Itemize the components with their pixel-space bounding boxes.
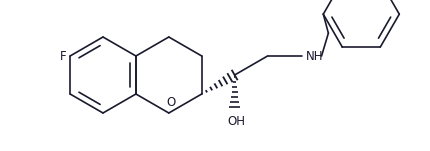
Text: NH: NH [306,50,323,63]
Text: F: F [59,50,66,63]
Text: O: O [166,96,175,109]
Text: OH: OH [227,115,246,128]
